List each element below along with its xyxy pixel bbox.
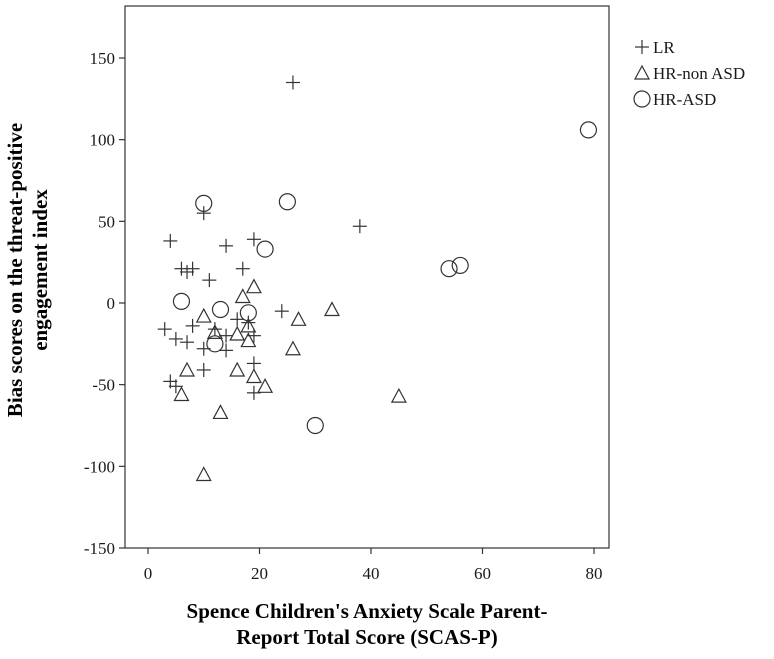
y-tick-label: -50 <box>92 376 115 395</box>
point-hr-non-asd <box>229 361 246 377</box>
x-tick-label: 20 <box>251 564 268 583</box>
point-hr-non-asd <box>245 368 262 384</box>
point-hr-asd <box>195 194 213 212</box>
y-tick-label: 100 <box>90 131 116 150</box>
point-lr <box>219 238 234 253</box>
legend: LR HR-non ASD HR-ASD <box>633 38 745 109</box>
point-lr <box>246 232 261 247</box>
point-lr <box>180 264 195 279</box>
point-hr-non-asd <box>390 387 407 403</box>
y-tick-label: -150 <box>84 539 115 558</box>
point-hr-non-asd <box>240 332 257 348</box>
legend-label: HR-non ASD <box>653 64 745 83</box>
point-lr <box>185 261 200 276</box>
point-hr-non-asd <box>206 324 223 339</box>
legend-label: LR <box>653 38 675 57</box>
point-lr <box>196 206 211 221</box>
point-hr-asd <box>451 256 469 275</box>
point-hr-asd <box>206 335 224 353</box>
x-tick-label: 40 <box>363 564 380 583</box>
point-lr <box>352 219 367 234</box>
point-hr-non-asd <box>323 301 340 317</box>
x-tick-label: 0 <box>144 564 153 583</box>
point-hr-asd <box>172 292 191 310</box>
point-lr <box>219 343 234 358</box>
point-lr <box>168 379 183 394</box>
point-lr <box>185 318 200 333</box>
y-tick-label: 150 <box>90 49 116 68</box>
point-lr <box>246 356 261 371</box>
x-tick-label: 60 <box>474 564 491 583</box>
point-hr-asd <box>579 121 598 139</box>
point-lr <box>168 331 183 346</box>
plot-frame <box>124 5 610 549</box>
point-lr <box>285 75 300 90</box>
y-tick-label: 50 <box>98 212 115 231</box>
point-hr-asd <box>211 300 230 319</box>
point-hr-non-asd <box>195 307 212 323</box>
y-tick-label: -100 <box>84 457 115 476</box>
point-lr <box>235 261 250 276</box>
x-axis-title-line-1: Spence Children's Anxiety Scale Parent- <box>187 599 548 623</box>
x-axis-title-line-2: Report Total Score (SCAS-P) <box>236 625 498 649</box>
point-hr-non-asd <box>245 278 262 294</box>
point-hr-non-asd <box>290 311 307 326</box>
point-lr <box>230 312 245 327</box>
point-hr-non-asd <box>173 386 190 402</box>
point-lr <box>202 273 217 288</box>
y-axis-title-line-1: Bias scores on the threat-positive <box>3 123 27 417</box>
point-lr <box>196 362 211 377</box>
legend-label: HR-ASD <box>653 90 716 109</box>
point-hr-asd <box>239 304 257 322</box>
point-hr-non-asd <box>195 466 212 482</box>
legend-marker-lr <box>635 40 649 54</box>
point-hr-asd <box>278 193 296 211</box>
point-hr-non-asd <box>179 361 196 377</box>
point-lr <box>274 304 289 319</box>
point-hr-non-asd <box>229 325 246 341</box>
point-lr <box>180 335 195 350</box>
point-hr-non-asd <box>240 317 257 333</box>
point-hr-asd <box>440 260 458 278</box>
point-hr-non-asd <box>257 378 274 393</box>
point-lr <box>157 322 172 337</box>
point-hr-non-asd <box>234 288 251 304</box>
point-lr <box>163 233 178 248</box>
y-axis-title-line-2: engagement index <box>28 189 52 351</box>
point-hr-non-asd <box>284 340 301 356</box>
point-lr <box>219 328 234 343</box>
point-hr-asd <box>256 240 274 258</box>
legend-marker-hr-asd <box>633 90 651 108</box>
x-axis-ticks: 0 20 40 60 80 <box>144 548 603 583</box>
x-tick-label: 80 <box>586 564 603 583</box>
y-axis-ticks: -150 -100 -50 0 50 100 150 <box>84 49 125 558</box>
point-hr-asd <box>306 416 324 435</box>
legend-marker-hr-non-asd <box>633 64 651 80</box>
y-tick-label: 0 <box>107 294 116 313</box>
point-hr-non-asd <box>212 404 229 420</box>
data-points <box>157 75 598 482</box>
